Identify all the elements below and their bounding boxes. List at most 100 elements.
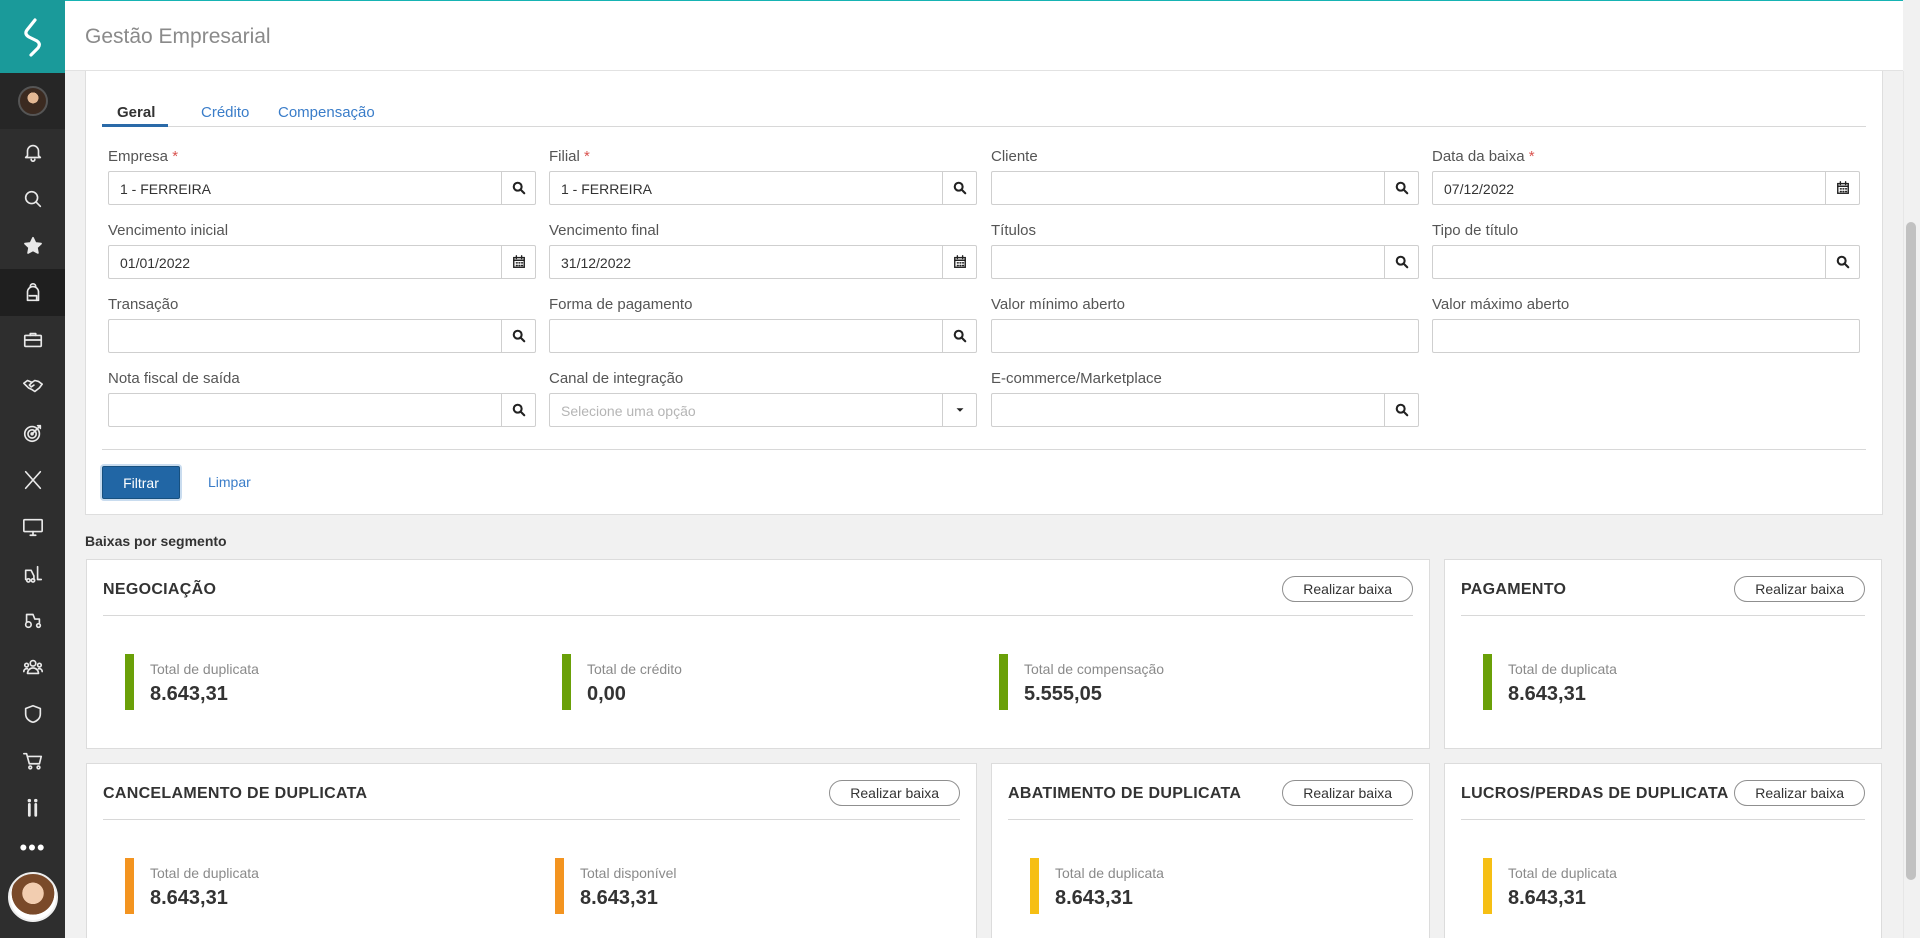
realizar-baixa-button[interactable]: Realizar baixa	[1734, 780, 1865, 806]
sidebar-item-notifications[interactable]	[0, 129, 65, 176]
search-icon	[512, 329, 525, 343]
filial-label: Filial *	[549, 148, 590, 165]
x-icon	[24, 470, 41, 490]
form-divider	[102, 449, 1866, 450]
card-divider	[1008, 819, 1413, 820]
card-divider	[1461, 819, 1865, 820]
venc-inicial-field[interactable]: 01/01/2022	[108, 245, 536, 279]
sidebar-item-handshake[interactable]	[0, 363, 65, 410]
filtrar-button[interactable]: Filtrar	[102, 466, 180, 499]
tipo-titulo-field[interactable]	[1432, 245, 1860, 279]
empresa-field[interactable]: 1 - FERREIRA	[108, 171, 536, 205]
empresa-search-button[interactable]	[501, 172, 535, 204]
filial-search-button[interactable]	[942, 172, 976, 204]
data-baixa-calendar-button[interactable]	[1825, 172, 1859, 204]
sidebar-item-briefcase[interactable]	[0, 316, 65, 363]
stat-indicator	[555, 858, 564, 914]
canal-integracao-dropdown-button[interactable]	[942, 394, 976, 426]
ecommerce-field[interactable]	[991, 393, 1419, 427]
cart-icon	[22, 752, 42, 770]
venc-final-field[interactable]: 31/12/2022	[549, 245, 977, 279]
logo-icon	[23, 17, 41, 57]
star-icon	[23, 236, 42, 254]
sidebar-item-people[interactable]	[0, 644, 65, 691]
tractor-icon	[24, 614, 41, 629]
user-avatar[interactable]	[0, 73, 65, 129]
card-lucros-perdas-duplicata: LUCROS/PERDAS DE DUPLICATA Realizar baix…	[1444, 763, 1882, 938]
stat-indicator	[1030, 858, 1039, 914]
backpack-icon	[26, 282, 39, 301]
sidebar-item-shield[interactable]	[0, 691, 65, 738]
briefcase-icon	[23, 332, 42, 347]
sidebar-item-tractor[interactable]	[0, 597, 65, 644]
more-menu-button[interactable]: •••	[0, 825, 65, 871]
sidebar-item-target[interactable]	[0, 410, 65, 457]
titulos-field[interactable]	[991, 245, 1419, 279]
card-pagamento: PAGAMENTO Realizar baixa Total de duplic…	[1444, 559, 1882, 749]
calendar-icon	[512, 255, 525, 268]
stat-label: Total de crédito	[587, 661, 682, 677]
filial-field[interactable]: 1 - FERREIRA	[549, 171, 977, 205]
venc-inicial-calendar-button[interactable]	[501, 246, 535, 278]
realizar-baixa-button[interactable]: Realizar baixa	[1282, 576, 1413, 602]
sidebar-item-monitor[interactable]	[0, 503, 65, 550]
canal-integracao-select[interactable]: Selecione uma opção	[549, 393, 977, 427]
titulos-search-button[interactable]	[1384, 246, 1418, 278]
calendar-icon	[1836, 181, 1849, 194]
ecommerce-search-button[interactable]	[1384, 394, 1418, 426]
app-logo[interactable]	[0, 0, 65, 73]
search-icon	[953, 329, 966, 343]
stat-value: 8.643,31	[1508, 683, 1586, 705]
sidebar-item-favorites[interactable]	[0, 223, 65, 270]
venc-final-calendar-button[interactable]	[942, 246, 976, 278]
tipo-titulo-search-button[interactable]	[1825, 246, 1859, 278]
limpar-button[interactable]: Limpar	[208, 474, 251, 490]
forma-pagamento-field[interactable]	[549, 319, 977, 353]
realizar-baixa-button[interactable]: Realizar baixa	[829, 780, 960, 806]
stat-label: Total de duplicata	[1508, 661, 1617, 677]
transacao-field[interactable]	[108, 319, 536, 353]
valor-maximo-field[interactable]	[1432, 319, 1860, 353]
nota-fiscal-field[interactable]	[108, 393, 536, 427]
shield-icon	[24, 704, 41, 724]
card-cancelamento-duplicata: CANCELAMENTO DE DUPLICATA Realizar baixa…	[86, 763, 977, 938]
caret-down-icon	[956, 408, 963, 412]
data-baixa-label: Data da baixa *	[1432, 148, 1535, 165]
valor-minimo-field[interactable]	[991, 319, 1419, 353]
support-avatar[interactable]	[8, 872, 58, 922]
nota-fiscal-label: Nota fiscal de saída	[108, 370, 240, 387]
avatar-image	[17, 86, 48, 116]
transacao-search-button[interactable]	[501, 320, 535, 352]
forklift-icon	[24, 565, 42, 583]
sidebar-item-search[interactable]	[0, 176, 65, 223]
cliente-field[interactable]	[991, 171, 1419, 205]
tab-compensacao[interactable]: Compensação	[278, 104, 375, 121]
sidebar-item-apps[interactable]	[0, 784, 65, 831]
card-title: ABATIMENTO DE DUPLICATA	[1008, 785, 1242, 802]
tab-geral[interactable]: Geral	[117, 104, 156, 121]
venc-final-label: Vencimento final	[549, 222, 660, 239]
card-negociacao: NEGOCIAÇÃO Realizar baixa Total de dupli…	[86, 559, 1430, 749]
cliente-search-button[interactable]	[1384, 172, 1418, 204]
realizar-baixa-button[interactable]: Realizar baixa	[1734, 576, 1865, 602]
sidebar-item-forklift[interactable]	[0, 550, 65, 597]
card-divider	[103, 615, 1413, 616]
card-title: NEGOCIAÇÃO	[103, 581, 217, 598]
stat-label: Total de duplicata	[150, 865, 259, 881]
sidebar-item-x[interactable]	[0, 457, 65, 504]
data-baixa-field[interactable]: 07/12/2022	[1432, 171, 1860, 205]
transacao-label: Transação	[108, 296, 179, 313]
calendar-icon	[953, 255, 966, 268]
realizar-baixa-button[interactable]: Realizar baixa	[1282, 780, 1413, 806]
card-abatimento-duplicata: ABATIMENTO DE DUPLICATA Realizar baixa T…	[991, 763, 1430, 938]
scrollbar-thumb[interactable]	[1906, 222, 1916, 880]
tab-credito[interactable]: Crédito	[201, 104, 250, 121]
search-icon	[1395, 255, 1408, 269]
stat-value: 8.643,31	[580, 887, 658, 909]
sidebar-item-cart[interactable]	[0, 737, 65, 784]
nota-fiscal-search-button[interactable]	[501, 394, 535, 426]
search-icon	[24, 191, 41, 208]
forma-pagamento-search-button[interactable]	[942, 320, 976, 352]
empresa-value: 1 - FERREIRA	[120, 181, 212, 197]
sidebar-item-backpack[interactable]	[0, 269, 65, 317]
